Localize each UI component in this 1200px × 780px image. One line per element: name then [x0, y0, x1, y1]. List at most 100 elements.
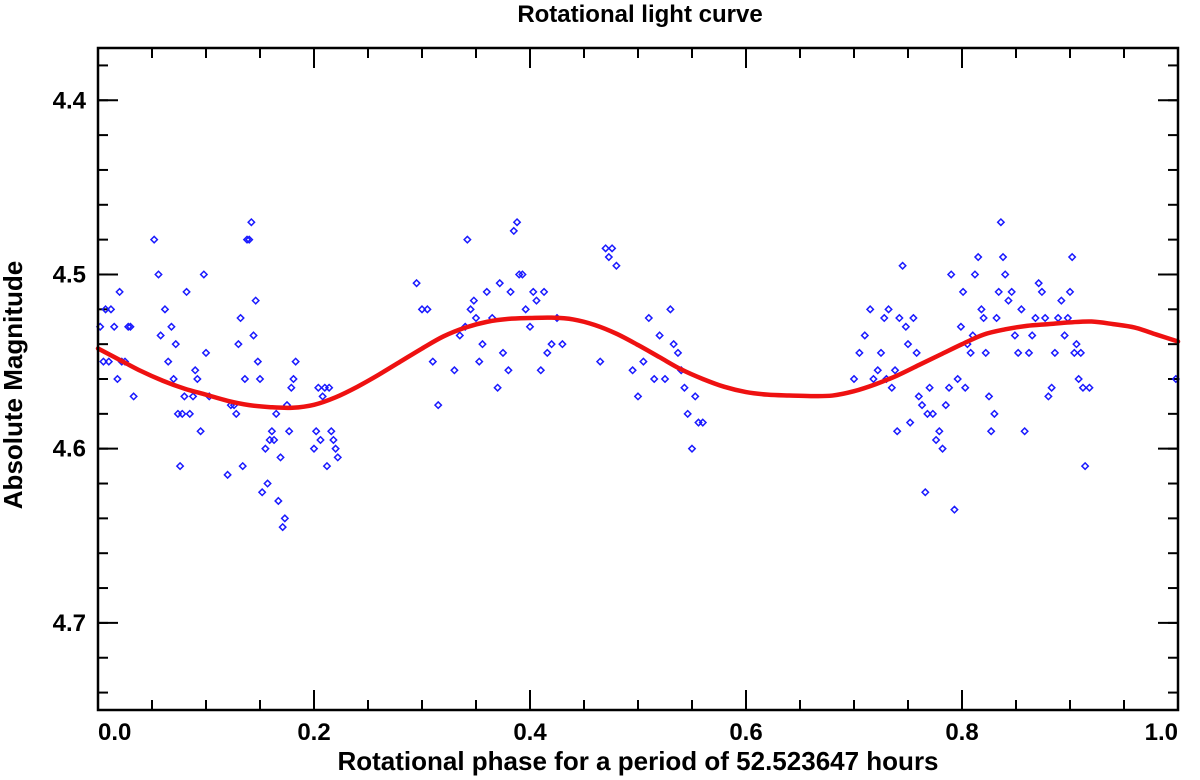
data-point	[333, 453, 343, 462]
data-point	[177, 409, 187, 419]
data-point	[925, 383, 934, 392]
data-point	[247, 217, 256, 227]
data-point	[412, 278, 421, 288]
data-point	[923, 409, 932, 419]
data-point	[917, 400, 927, 410]
data-point	[890, 366, 900, 375]
y-tick-label: 4.4	[53, 87, 87, 114]
data-point	[607, 244, 617, 253]
data-point	[953, 374, 962, 384]
data-point	[251, 296, 260, 305]
data-point	[1017, 305, 1026, 314]
data-point	[167, 322, 176, 331]
y-tick-label: 4.7	[53, 610, 86, 637]
data-point	[242, 235, 252, 244]
x-axis-label: Rotational phase for a period of 52.5236…	[337, 746, 938, 776]
data-point	[182, 287, 191, 297]
data-point	[463, 235, 472, 244]
data-point	[521, 305, 530, 314]
data-point	[1060, 331, 1069, 340]
data-point	[455, 331, 465, 340]
data-point	[928, 409, 938, 419]
data-point	[101, 305, 110, 314]
data-point	[973, 252, 983, 262]
data-point	[244, 235, 254, 244]
data-point	[1044, 392, 1053, 401]
x-tick-label: 0.4	[513, 719, 547, 746]
data-point	[673, 348, 683, 358]
data-point	[869, 374, 878, 384]
data-point	[289, 374, 298, 384]
data-point	[180, 392, 189, 401]
data-point	[193, 374, 202, 384]
data-point	[257, 487, 267, 497]
data-point	[941, 400, 951, 410]
data-point	[518, 270, 527, 279]
data-point	[163, 357, 173, 366]
data-point	[1040, 313, 1050, 323]
data-point	[331, 444, 340, 453]
data-point	[1027, 331, 1037, 340]
data-point	[855, 348, 864, 358]
data-point	[687, 444, 697, 453]
data-point	[255, 374, 265, 384]
data-point	[604, 252, 614, 262]
data-point	[649, 374, 659, 384]
data-point	[149, 235, 159, 244]
tick-labels: 0.0 0.2 0.4 0.6 0.8 1.0 4.4 4.5 4.6 4.7	[53, 87, 1178, 746]
data-point	[196, 427, 205, 436]
data-point	[876, 348, 886, 358]
data-point	[223, 470, 232, 480]
data-point	[1047, 383, 1056, 392]
data-point	[1000, 270, 1010, 279]
data-point	[129, 392, 138, 401]
data-point	[322, 461, 332, 471]
data-point	[938, 444, 947, 453]
data-point	[327, 427, 336, 436]
data-point	[666, 305, 675, 314]
x-tick-label: 0.0	[98, 719, 131, 746]
data-point	[992, 313, 1001, 323]
data-point	[994, 287, 1003, 297]
data-point	[261, 444, 270, 453]
data-point	[1085, 383, 1094, 392]
data-point	[950, 505, 959, 514]
data-point	[236, 313, 245, 323]
data-point	[935, 427, 944, 436]
data-point	[498, 348, 508, 358]
data-point	[154, 270, 163, 279]
data-point	[683, 409, 692, 419]
data-point	[478, 339, 487, 349]
data-point	[1007, 287, 1016, 297]
data-point	[595, 357, 605, 366]
data-point	[269, 435, 279, 445]
data-point	[190, 366, 200, 375]
data-point	[921, 487, 930, 497]
data-point	[628, 366, 637, 375]
data-point	[892, 427, 902, 436]
data-point	[113, 374, 122, 384]
data-point	[504, 366, 513, 375]
data-point	[109, 322, 119, 331]
y-tick-label: 4.5	[53, 261, 86, 288]
data-point	[984, 392, 994, 401]
data-point	[990, 409, 999, 419]
data-point	[169, 374, 178, 384]
data-point	[539, 287, 549, 297]
data-point	[482, 287, 492, 297]
data-point	[639, 357, 648, 366]
data-point	[986, 427, 996, 436]
data-point	[267, 427, 277, 436]
data-point	[231, 409, 241, 419]
data-point	[977, 305, 986, 314]
data-point	[474, 357, 484, 366]
data-point	[466, 305, 475, 314]
data-point	[849, 374, 859, 384]
data-point	[655, 331, 664, 340]
data-marks	[95, 217, 1181, 532]
data-point	[199, 270, 209, 279]
x-tick-label: 0.8	[945, 719, 978, 746]
data-point	[698, 418, 708, 427]
